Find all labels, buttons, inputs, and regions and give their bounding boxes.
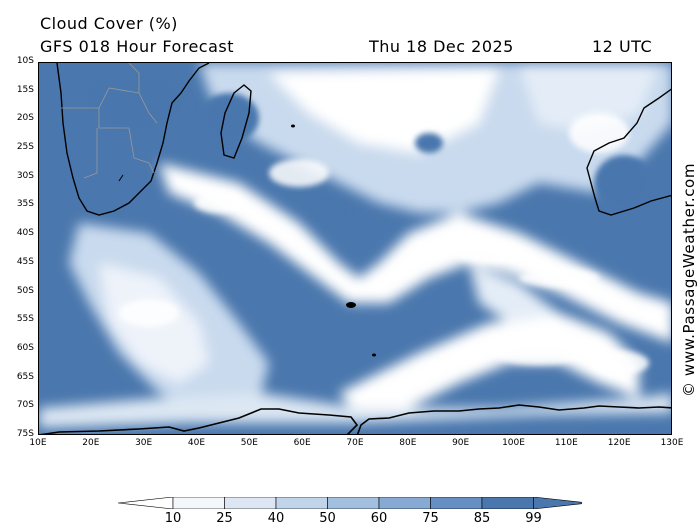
colorbar-segment — [378, 497, 431, 509]
colorbar-segment — [481, 497, 534, 509]
colorbar-segment — [172, 497, 225, 509]
cloud-cover-map — [38, 62, 672, 435]
antarctica-coastline — [40, 404, 671, 434]
lat-label: 10S — [16, 56, 34, 66]
lon-label: 30E — [135, 438, 153, 448]
lat-label: 20S — [16, 113, 34, 124]
forecast-date: Thu 18 Dec 2025 — [369, 37, 514, 56]
colorbar-label: 60 — [370, 511, 388, 526]
lon-label: 100E — [502, 438, 525, 448]
lat-label: 15S — [16, 84, 34, 95]
madagascar-coastline — [220, 84, 252, 159]
lon-label: 10E — [29, 438, 47, 448]
colorbar-segment — [224, 497, 277, 509]
colorbar-segment — [275, 497, 328, 509]
colorbar-segment — [430, 497, 483, 509]
copyright-text: © www.PassageWeather.com — [680, 162, 698, 398]
lon-label: 130E — [660, 438, 684, 448]
lat-label: 45S — [16, 256, 34, 267]
colorbar-label: 25 — [216, 511, 233, 526]
islands — [291, 124, 376, 357]
lon-label: 120E — [607, 438, 631, 448]
lon-label: 90E — [452, 438, 470, 448]
dense-cloud-patches — [79, 73, 654, 221]
lon-label: 80E — [399, 438, 417, 448]
forecast-subtitle: GFS 018 Hour Forecast — [40, 37, 235, 56]
africa-coastline — [56, 63, 210, 216]
lat-label: 40S — [16, 228, 34, 239]
colorbar-segment — [327, 497, 380, 509]
forecast-time: 12 UTC — [592, 37, 653, 56]
colorbar — [118, 497, 582, 509]
australia-coastline — [586, 88, 671, 216]
chart-title: Cloud Cover (%) — [40, 14, 178, 33]
colorbar-label: 85 — [473, 511, 491, 526]
lat-label: 35S — [16, 199, 34, 210]
lat-label: 65S — [16, 371, 34, 382]
colorbar-label: 99 — [525, 511, 542, 526]
colorbar-label: 75 — [422, 511, 439, 526]
lon-label: 110E — [554, 438, 578, 448]
country-borders — [61, 63, 158, 179]
lon-label: 60E — [293, 438, 311, 448]
colorbar-left-arrow — [118, 497, 174, 509]
lat-label: 60S — [16, 342, 34, 353]
lon-label: 70E — [346, 438, 364, 448]
lat-label: 25S — [16, 142, 34, 153]
colorbar-label: 50 — [319, 511, 336, 526]
cloud-fine-texture — [119, 83, 649, 375]
lat-label: 50S — [16, 285, 34, 296]
lat-label: 30S — [16, 170, 34, 181]
map-canvas — [39, 63, 671, 434]
lon-label: 20E — [82, 438, 100, 448]
lat-label: 75S — [16, 429, 34, 439]
lon-label: 50E — [240, 438, 258, 448]
colorbar-label: 10 — [164, 511, 182, 526]
colorbar-right-arrow — [533, 497, 582, 509]
lat-label: 70S — [16, 400, 34, 411]
colorbar-label: 40 — [267, 511, 285, 526]
lon-label: 40E — [187, 438, 206, 448]
lat-label: 55S — [16, 314, 34, 325]
